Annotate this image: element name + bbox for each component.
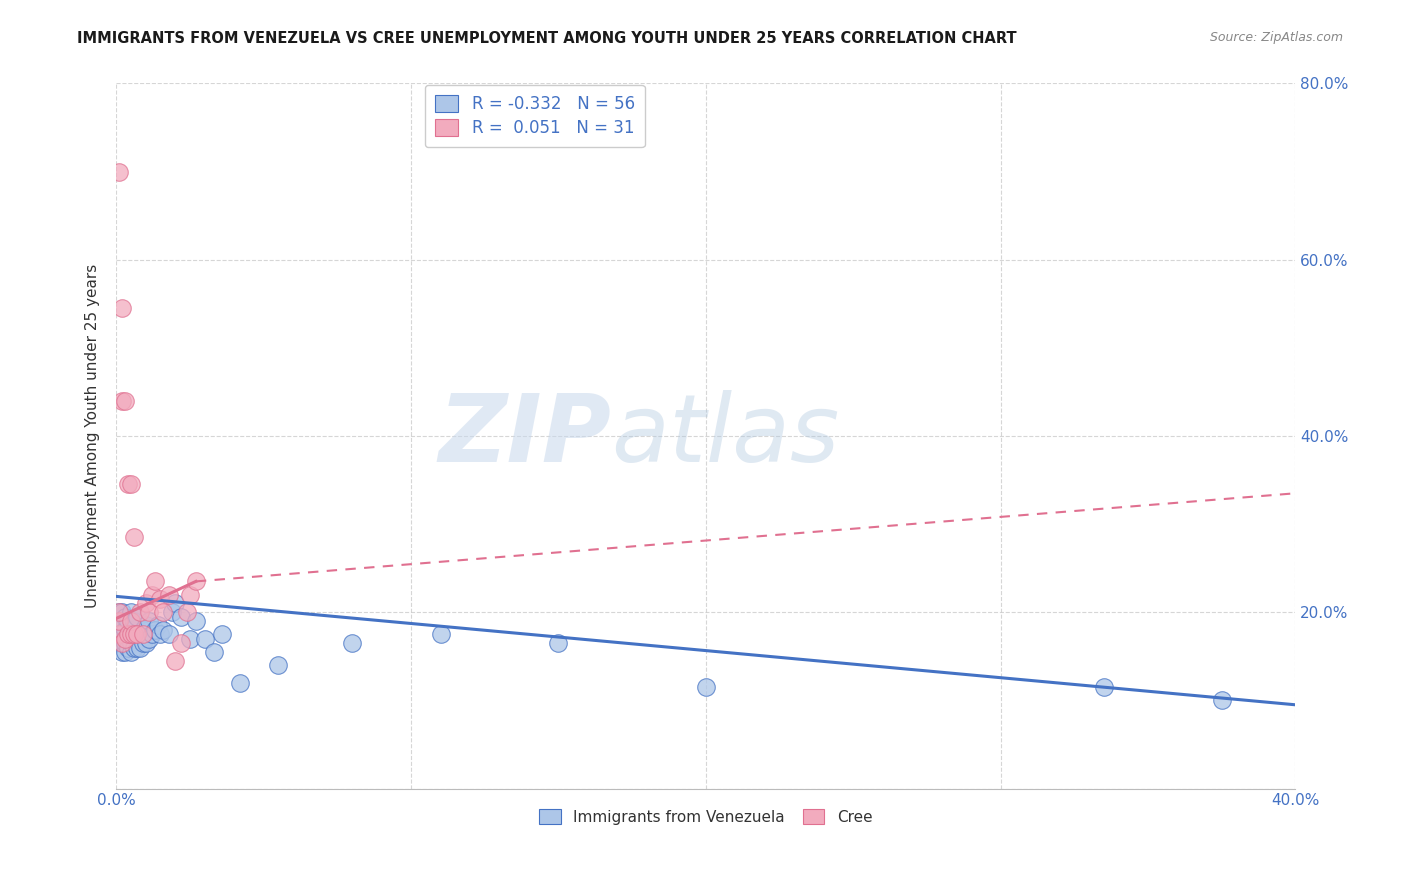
Point: [132, 636, 155, 650]
Point: [120, 623, 142, 637]
Point: [152, 605, 174, 619]
Point: [547, 636, 569, 650]
Point: [132, 623, 155, 637]
Point: [122, 627, 145, 641]
Point: [138, 632, 160, 646]
Point: [179, 588, 201, 602]
Point: [146, 618, 169, 632]
Point: [184, 574, 207, 589]
Point: [108, 605, 131, 619]
Point: [122, 627, 145, 641]
Point: [120, 636, 142, 650]
Point: [135, 636, 157, 650]
Point: [1092, 680, 1115, 694]
Point: [108, 636, 131, 650]
Point: [117, 640, 139, 655]
Point: [108, 164, 131, 178]
Point: [108, 614, 131, 628]
Point: [114, 623, 136, 637]
Text: atlas: atlas: [612, 391, 839, 482]
Point: [149, 592, 172, 607]
Point: [695, 680, 717, 694]
Point: [111, 301, 134, 316]
Point: [165, 597, 187, 611]
Point: [267, 658, 290, 673]
Point: [429, 627, 451, 641]
Point: [120, 605, 142, 619]
Point: [111, 627, 134, 641]
Point: [111, 393, 134, 408]
Point: [176, 605, 198, 619]
Point: [165, 654, 187, 668]
Point: [114, 609, 136, 624]
Legend: Immigrants from Venezuela, Cree: Immigrants from Venezuela, Cree: [530, 799, 882, 834]
Point: [138, 605, 160, 619]
Point: [194, 632, 217, 646]
Point: [111, 618, 134, 632]
Point: [111, 645, 134, 659]
Point: [114, 645, 136, 659]
Point: [122, 640, 145, 655]
Point: [114, 636, 136, 650]
Point: [120, 645, 142, 659]
Point: [120, 477, 142, 491]
Point: [125, 627, 148, 641]
Point: [132, 627, 155, 641]
Point: [229, 675, 252, 690]
Point: [108, 605, 131, 619]
Point: [128, 627, 150, 641]
Point: [114, 632, 136, 646]
Point: [122, 530, 145, 544]
Point: [114, 393, 136, 408]
Point: [117, 627, 139, 641]
Point: [111, 636, 134, 650]
Point: [111, 605, 134, 619]
Point: [143, 623, 166, 637]
Point: [157, 627, 180, 641]
Point: [143, 574, 166, 589]
Point: [141, 588, 163, 602]
Point: [1211, 693, 1233, 707]
Point: [141, 627, 163, 641]
Text: ZIP: ZIP: [439, 390, 612, 482]
Point: [135, 597, 157, 611]
Point: [211, 627, 233, 641]
Point: [117, 627, 139, 641]
Point: [202, 645, 225, 659]
Point: [149, 627, 172, 641]
Text: Source: ZipAtlas.com: Source: ZipAtlas.com: [1209, 31, 1343, 45]
Point: [128, 605, 150, 619]
Point: [125, 627, 148, 641]
Point: [117, 614, 139, 628]
Point: [170, 609, 193, 624]
Point: [152, 623, 174, 637]
Point: [125, 640, 148, 655]
Point: [340, 636, 363, 650]
Point: [122, 614, 145, 628]
Point: [108, 614, 131, 628]
Point: [179, 632, 201, 646]
Point: [125, 609, 148, 624]
Text: IMMIGRANTS FROM VENEZUELA VS CREE UNEMPLOYMENT AMONG YOUTH UNDER 25 YEARS CORREL: IMMIGRANTS FROM VENEZUELA VS CREE UNEMPL…: [77, 31, 1017, 46]
Point: [135, 618, 157, 632]
Point: [108, 627, 131, 641]
Y-axis label: Unemployment Among Youth under 25 years: Unemployment Among Youth under 25 years: [86, 264, 100, 608]
Point: [108, 627, 131, 641]
Point: [162, 605, 184, 619]
Point: [120, 627, 142, 641]
Point: [111, 636, 134, 650]
Point: [157, 588, 180, 602]
Point: [138, 614, 160, 628]
Point: [184, 614, 207, 628]
Point: [117, 477, 139, 491]
Point: [128, 640, 150, 655]
Point: [170, 636, 193, 650]
Point: [120, 614, 142, 628]
